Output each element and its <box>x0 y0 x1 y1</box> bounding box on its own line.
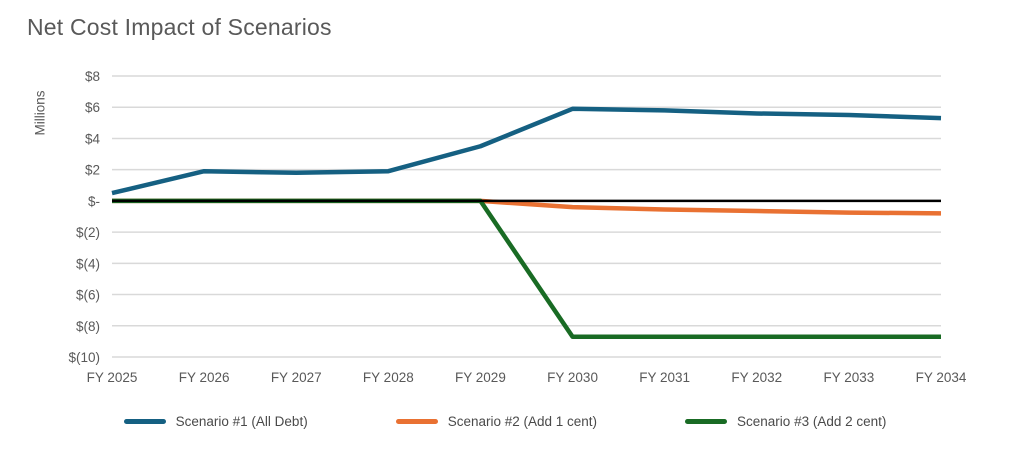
legend-item-scenario-2: Scenario #2 (Add 1 cent) <box>395 414 598 429</box>
y-tick-label: $4 <box>85 131 101 146</box>
legend-label-scenario-1: Scenario #1 (All Debt) <box>175 414 308 429</box>
legend-label-scenario-3: Scenario #3 (Add 2 cent) <box>737 414 887 429</box>
x-tick-label: FY 2032 <box>731 370 782 385</box>
x-tick-label: FY 2033 <box>823 370 874 385</box>
y-tick-label: $(2) <box>76 225 100 240</box>
x-tick-label: FY 2030 <box>547 370 598 385</box>
legend-swatch-scenario-1-icon <box>123 418 166 425</box>
plot-area: $8 $6 $4 $2 $- $(2) $(4) $(6) $(8) $(10) FY 2025 FY… <box>68 69 967 385</box>
chart-title: Net Cost Impact of Scenarios <box>27 14 332 40</box>
series-line-1 <box>111 106 942 196</box>
y-tick-label: $6 <box>85 100 100 115</box>
y-tick-label: $(4) <box>76 256 100 271</box>
x-tick-label: FY 2025 <box>87 370 138 385</box>
x-tick-label: FY 2028 <box>363 370 414 385</box>
y-tick-label: $- <box>88 194 100 209</box>
y-tick-label: $8 <box>85 69 100 84</box>
x-tick-label: FY 2026 <box>179 370 230 385</box>
legend-item-scenario-3: Scenario #3 (Add 2 cent) <box>685 414 886 429</box>
x-tick-label: FY 2027 <box>271 370 322 385</box>
legend-swatch-scenario-3-icon <box>685 418 728 425</box>
x-tick-label: FY 2031 <box>639 370 690 385</box>
chart-legend: Scenario #1 (All Debt) Scenario #2 (Add … <box>0 414 1010 429</box>
y-tick-label: $(8) <box>76 319 100 334</box>
y-tick-label: $(6) <box>76 288 100 303</box>
legend-label-scenario-2: Scenario #2 (Add 1 cent) <box>447 414 598 429</box>
x-tick-label: FY 2034 <box>916 370 967 385</box>
legend-item-scenario-1: Scenario #1 (All Debt) <box>123 414 308 429</box>
x-tick-label: FY 2029 <box>455 370 506 385</box>
legend-swatch-scenario-2-icon <box>395 418 438 425</box>
y-tick-label: $(10) <box>68 350 100 365</box>
y-tick-label: $2 <box>85 163 100 178</box>
series-line-3 <box>112 198 941 339</box>
